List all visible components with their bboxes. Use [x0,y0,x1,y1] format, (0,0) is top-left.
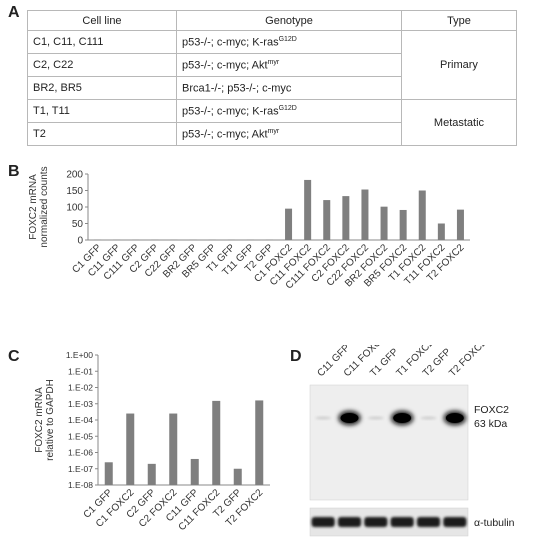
foxc2-band-faint [315,416,332,420]
bar [323,200,331,240]
foxc2-band-core [393,413,412,423]
bar [456,209,464,240]
bar [212,400,221,485]
cell-line: T2 [27,122,177,146]
header-genotype: Genotype [176,10,402,31]
bar [147,463,156,485]
y-tick-label: 1.E-08 [68,480,93,490]
header-type: Type [401,10,517,31]
foxc2-band-faint [420,416,437,420]
panel-letter-a: A [8,4,20,21]
y-tick-label: 1.E+00 [66,350,93,360]
table-row: BR2, BR5 Brca1-/-; p53-/-; c-myc [27,76,517,100]
lane-label: T2 FOXC2 [447,345,489,379]
table-row: C1, C11, C111 p53-/-; c-myc; K-rasG12D P… [27,30,517,100]
tubulin-band [337,517,362,527]
y-tick-label: 1.E-03 [68,399,93,409]
y-tick-label: 0 [77,236,83,247]
table-row: T1, T11 p53-/-; c-myc; K-rasG12D Metasta… [27,99,517,146]
genotype: p53-/-; c-myc; Aktmyr [176,122,402,146]
y-tick-label: 100 [66,203,83,214]
table-row: C2, C22 p53-/-; c-myc; Aktmyr [27,53,517,77]
cell-line: BR2, BR5 [27,76,177,100]
bar [342,196,350,240]
y-tick-label: 1.E-04 [68,415,93,425]
bar [361,189,369,240]
foxc2-band-core [340,413,359,423]
y-tick-label: 1.E-06 [68,448,93,458]
panel-letter-b: B [8,163,20,180]
blot-membrane [309,384,469,501]
bar [304,179,312,240]
foxc2-label: FOXC2 [474,404,509,416]
genotype: Brca1-/-; p53-/-; c-myc [176,76,402,100]
y-tick-label: 1.E-05 [68,431,93,441]
bar [285,208,293,240]
panel-letter-d: D [290,348,302,365]
tubulin-band [416,517,441,527]
header-cell-line: Cell line [27,10,177,31]
tubulin-label: α-tubulin [474,517,515,529]
table-row: T2 p53-/-; c-myc; Aktmyr [27,122,517,146]
tubulin-band [364,517,388,527]
bar [418,190,426,240]
foxc2-band-faint [367,416,384,420]
y-tick-label: 50 [72,219,84,230]
bar [169,413,178,485]
tubulin-band [390,517,414,527]
tubulin-band [443,517,467,527]
genotype: p53-/-; c-myc; K-rasG12D [176,99,402,123]
y-tick-label: 1.E-02 [68,383,93,393]
type-metastatic: Metastatic [401,99,517,146]
chart-c-qpcr: 1.E-08 1.E-07 1.E-06 1.E-05 1.E-04 1.E-03 1.E-… [34,350,270,533]
tubulin-membrane [309,507,469,537]
cell-line: C1, C11, C111 [27,30,177,54]
y-tick-label: 1.E-07 [68,464,93,474]
y-axis-label: FOXC2 mRNAnormalized counts [28,166,50,247]
type-primary: Primary [401,30,517,100]
bar [399,209,407,240]
cell-line: T1, T11 [27,99,177,123]
panel-letter-c: C [8,348,20,365]
y-tick-label: 150 [66,186,83,197]
cell-line: C2, C22 [27,53,177,77]
y-tick-label: 1.E-01 [68,366,93,376]
genotype: p53-/-; c-myc; Aktmyr [176,53,402,77]
bar [380,206,388,240]
bar [126,413,135,485]
bar [233,468,242,485]
kda-label: 63 kDa [474,418,507,430]
genotype: p53-/-; c-myc; K-rasG12D [176,30,402,54]
genotype-table: Cell line Genotype Type C1, C11, C111 p5… [27,10,517,146]
foxc2-band-core [445,413,464,423]
y-tick-label: 200 [66,170,83,181]
table-header-row: Cell line Genotype Type [27,10,517,31]
bar [190,458,199,485]
y-axis-label: FOXC2 mRNArelative to GAPDH [34,379,56,461]
bar [437,223,445,240]
bar [255,400,264,485]
bar [104,462,113,485]
tubulin-band [311,517,335,527]
